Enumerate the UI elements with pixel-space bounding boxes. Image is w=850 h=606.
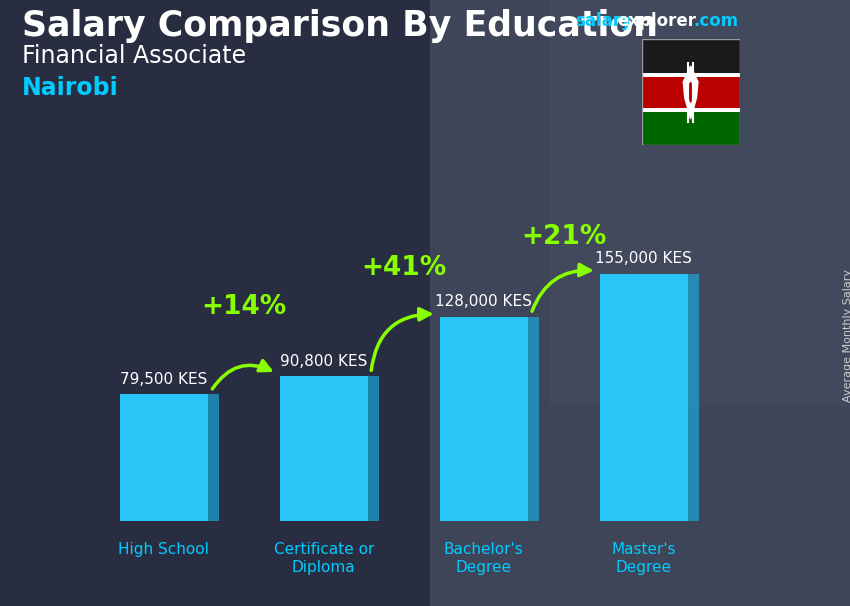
Bar (600, 274, 688, 521)
Text: 79,500 KES: 79,500 KES (120, 372, 207, 387)
Text: Bachelor's
Degree: Bachelor's Degree (444, 542, 524, 574)
Bar (291, 376, 379, 521)
Text: Financial Associate: Financial Associate (22, 44, 246, 68)
Text: salary: salary (575, 12, 632, 30)
Bar (611, 274, 700, 521)
Bar (280, 376, 368, 521)
Text: 90,800 KES: 90,800 KES (280, 354, 367, 369)
Text: 128,000 KES: 128,000 KES (435, 295, 532, 310)
Bar (642, 73, 740, 76)
Bar (131, 395, 218, 521)
Text: Master's
Degree: Master's Degree (612, 542, 677, 574)
Text: High School: High School (118, 542, 209, 558)
Bar (550, 0, 850, 406)
Polygon shape (688, 82, 694, 102)
Bar (0, 0, 430, 606)
Text: +41%: +41% (361, 255, 446, 281)
Bar (451, 317, 539, 521)
Text: +14%: +14% (201, 294, 286, 320)
Polygon shape (683, 66, 698, 119)
Text: Nairobi: Nairobi (22, 76, 119, 100)
Text: 155,000 KES: 155,000 KES (596, 251, 693, 267)
Text: +21%: +21% (521, 224, 607, 250)
Text: Certificate or
Diploma: Certificate or Diploma (274, 542, 374, 574)
Bar (642, 39, 740, 75)
Bar (120, 395, 207, 521)
Text: explorer: explorer (617, 12, 696, 30)
Bar (642, 110, 740, 145)
Bar (642, 108, 740, 112)
Text: .com: .com (693, 12, 738, 30)
Text: Salary Comparison By Education: Salary Comparison By Education (22, 9, 658, 43)
Text: Average Monthly Salary: Average Monthly Salary (843, 270, 850, 402)
Bar (642, 75, 740, 110)
Bar (439, 317, 528, 521)
Bar (430, 0, 850, 606)
